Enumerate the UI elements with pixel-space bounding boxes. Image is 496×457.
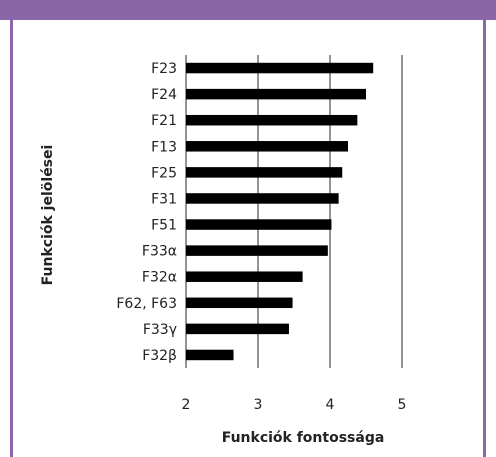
- x-tick-label-3: 5: [398, 397, 407, 413]
- category-label-3: F13: [151, 139, 177, 155]
- category-label-2: F21: [151, 113, 177, 129]
- bar-9: [186, 297, 293, 309]
- bar-2: [186, 114, 358, 126]
- category-label-0: F23: [151, 61, 177, 77]
- category-labels: F23 F24 F21 F13 F25 F31 F51 F33α F32α F62, F63 F33…: [116, 61, 177, 364]
- bar-11: [186, 349, 234, 361]
- x-axis-title: Funkciók fontossága: [222, 430, 385, 446]
- category-label-11: F32β: [142, 348, 177, 364]
- bar-7: [186, 245, 328, 256]
- x-tick-label-0: 2: [182, 397, 191, 413]
- bar-10: [186, 323, 289, 335]
- category-label-7: F33α: [142, 244, 177, 260]
- bars: [186, 62, 374, 361]
- category-label-9: F62, F63: [116, 296, 177, 312]
- category-label-1: F24: [151, 87, 177, 103]
- y-axis-title: Funkciók jelölései: [40, 145, 56, 286]
- category-label-10: F33γ: [143, 322, 177, 338]
- bar-8: [186, 271, 303, 282]
- bar-3: [186, 141, 348, 152]
- x-tick-label-1: 3: [254, 397, 263, 413]
- bar-5: [186, 193, 339, 204]
- grid-lines: [185, 55, 403, 368]
- category-label-4: F25: [151, 165, 177, 181]
- bar-0: [186, 62, 374, 74]
- category-label-8: F32α: [142, 270, 177, 286]
- bar-1: [186, 88, 366, 100]
- x-tick-labels: 2 3 4 5: [182, 397, 407, 413]
- left-border-rule: [10, 20, 13, 457]
- bar-4: [186, 167, 343, 178]
- right-border-rule: [483, 20, 486, 457]
- category-label-6: F51: [151, 218, 177, 234]
- bar-6: [186, 219, 332, 230]
- x-tick-label-2: 4: [326, 397, 335, 413]
- top-border-band: [0, 0, 496, 20]
- category-label-5: F31: [151, 191, 177, 207]
